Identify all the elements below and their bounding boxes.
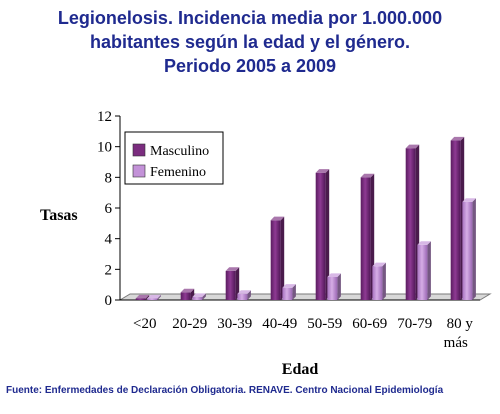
bar-top [450, 136, 465, 141]
y-axis-title: Tasas [40, 207, 78, 224]
bar-top [237, 290, 251, 294]
bar-top [327, 273, 341, 277]
y-axis-ticks: 0 2 4 6 8 10 12 [97, 109, 120, 309]
x-tick-label: 40-49 [262, 316, 297, 332]
y-tick-label: 4 [105, 232, 113, 248]
bar-top [282, 284, 296, 288]
bar-top [270, 216, 285, 221]
source-note: Fuente: Enfermedades de Declaración Obli… [6, 385, 444, 396]
bar-top [315, 169, 330, 173]
legend-swatch-masculino [132, 143, 146, 157]
bar-femenino-6 [372, 262, 386, 300]
x-axis-title: Edad [282, 361, 319, 378]
x-tick-label-line-2: más [444, 335, 468, 351]
bar-side [325, 169, 330, 300]
bar-side [382, 262, 386, 300]
bar-front [450, 140, 461, 300]
bar-masculino-8 [450, 136, 465, 300]
y-tick-label: 8 [105, 170, 113, 186]
bar-front [237, 293, 248, 300]
bar-masculino-1 [135, 294, 150, 300]
chart-bars [135, 136, 476, 300]
bar-masculino-2 [180, 288, 195, 300]
bar-side [235, 267, 240, 300]
x-tick-label: 80 y [447, 316, 474, 332]
bar-front [192, 296, 203, 300]
bar-top [372, 262, 386, 267]
bar-masculino-7 [405, 144, 420, 300]
bar-front [147, 298, 158, 300]
bar-front [315, 172, 326, 300]
bar-top [417, 241, 431, 245]
bar-femenino-3 [237, 290, 251, 300]
x-tick-label: <20 [133, 316, 156, 332]
bar-top [135, 294, 150, 299]
bar-front [180, 292, 191, 300]
bar-front [270, 220, 281, 300]
bar-side [280, 216, 285, 300]
bar-top [405, 144, 420, 149]
legend: Masculino Femenino [124, 131, 224, 185]
bar-top [360, 173, 375, 178]
bar-front [360, 177, 371, 300]
bar-top [180, 288, 195, 293]
y-tick-label: 10 [97, 140, 112, 156]
x-tick-label: 60-69 [352, 316, 387, 332]
chart-title-line-2: habitantes según la edad y el género. [89, 32, 411, 52]
legend-swatch-femenino [132, 164, 146, 178]
bar-masculino-5 [315, 169, 330, 300]
bar-masculino-6 [360, 173, 375, 300]
x-axis-labels: <20 20-29 30-39 40-49 50-59 60-69 70-79 80 y más [133, 316, 473, 351]
bar-top [225, 267, 240, 271]
y-tick-label: 12 [97, 109, 112, 125]
floor-plane [118, 293, 492, 301]
bar-masculino-3 [225, 267, 240, 300]
bar-front [372, 266, 383, 300]
bar-front [462, 201, 473, 300]
bar-top [192, 293, 206, 297]
bar-front [225, 270, 236, 300]
y-tick-label: 2 [105, 262, 113, 278]
bar-side [472, 198, 476, 300]
bar-side [145, 294, 150, 300]
bar-top [462, 198, 476, 202]
bar-femenino-8 [462, 198, 476, 300]
bar-front [327, 277, 338, 300]
bar-femenino-5 [327, 273, 341, 300]
bar-side [427, 241, 431, 300]
bar-side [157, 294, 161, 300]
chart-title: Legionelosis. Incidencia media por 1.000… [0, 6, 500, 78]
chart-title-line-1: Legionelosis. Incidencia media por 1.000… [57, 8, 443, 28]
bar-masculino-4 [270, 216, 285, 300]
bar-front [405, 148, 416, 300]
x-tick-label: 70-79 [397, 316, 432, 332]
bar-femenino-7 [417, 241, 431, 300]
y-tick-label: 6 [105, 201, 113, 217]
bar-front [417, 244, 428, 300]
legend-label-masculino: Masculino [150, 144, 209, 159]
bar-top [147, 294, 161, 299]
legend-label-femenino: Femenino [150, 165, 206, 180]
x-tick-label: 30-39 [217, 316, 252, 332]
bar-femenino-2 [192, 293, 206, 300]
chart-title-line-3: Periodo 2005 a 2009 [163, 56, 337, 76]
y-tick-label: 0 [105, 293, 113, 309]
bar-side [247, 290, 251, 300]
bar-side [337, 273, 341, 300]
x-tick-label: 50-59 [307, 316, 342, 332]
chart-floor [118, 293, 492, 301]
bar-front [282, 287, 293, 300]
bar-front [135, 298, 146, 300]
bar-side [292, 284, 296, 300]
bar-femenino-1 [147, 294, 161, 300]
bar-femenino-4 [282, 284, 296, 300]
bar-side [202, 293, 206, 300]
x-tick-label: 20-29 [172, 316, 207, 332]
